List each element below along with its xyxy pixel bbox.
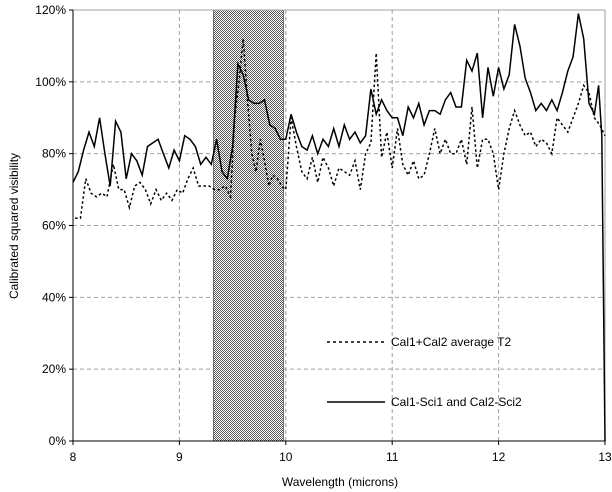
shaded-band xyxy=(213,9,285,442)
y-tick-label: 20% xyxy=(42,362,66,376)
x-tick-label: 11 xyxy=(386,450,399,464)
y-axis-title: Calibrated squared visibility xyxy=(7,153,21,299)
series-line-cal-sci xyxy=(72,13,606,442)
x-tick-label: 12 xyxy=(492,450,506,464)
legend-label-cal-sci: Cal1-Sci1 and Cal2-Sci2 xyxy=(391,395,522,409)
y-tick-label: 40% xyxy=(42,290,66,304)
shaded-wavelength-band xyxy=(213,9,285,442)
x-axis-title: Wavelength (microns) xyxy=(282,475,398,489)
plot-axes xyxy=(72,9,606,442)
x-tick-label: 10 xyxy=(279,450,293,464)
x-tick-label: 8 xyxy=(70,450,77,464)
y-tick-label: 60% xyxy=(42,219,66,233)
y-tick-label: 100% xyxy=(35,75,66,89)
y-tick-label: 0% xyxy=(49,434,67,448)
tick-labels: 0% 20% 40% 60% 80% 100% 120% 8 9 10 11 12 13 xyxy=(35,3,612,464)
x-tick-label: 13 xyxy=(598,450,612,464)
legend: Cal1+Cal2 average T2 Cal1-Sci1 and Cal2-… xyxy=(327,335,522,409)
x-tick-label: 9 xyxy=(176,450,183,464)
legend-label-cal-average: Cal1+Cal2 average T2 xyxy=(391,335,512,349)
series-lines xyxy=(72,13,606,442)
y-tick-label: 120% xyxy=(35,3,66,17)
series-line-cal-average xyxy=(75,38,606,220)
y-tick-label: 80% xyxy=(42,147,66,161)
